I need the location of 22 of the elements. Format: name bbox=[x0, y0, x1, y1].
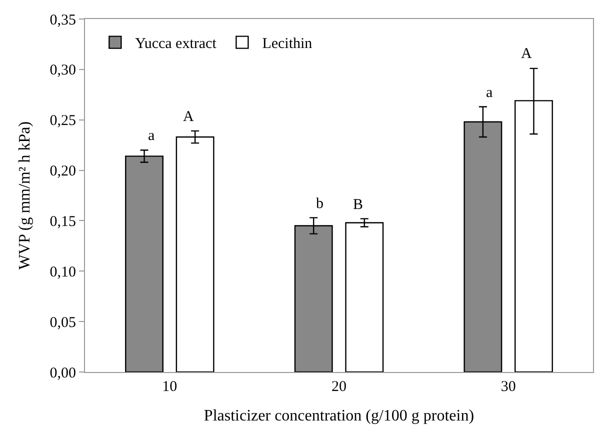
annotation: b bbox=[316, 196, 324, 212]
y-tick-label: 0,30 bbox=[50, 62, 76, 79]
y-tick-label: 0,10 bbox=[50, 264, 76, 280]
x-axis-title: Plasticizer concentration (g/100 g protein) bbox=[204, 408, 474, 425]
y-axis-title: WVP (g mm/m² h kPa) bbox=[16, 121, 34, 270]
x-tick-label: 10 bbox=[162, 379, 178, 395]
y-tick-label: 0,20 bbox=[50, 164, 76, 180]
y-tick-label: 0,05 bbox=[50, 314, 76, 331]
legend-label: Lecithin bbox=[262, 36, 313, 52]
x-tick-label: 20 bbox=[332, 379, 346, 395]
annotation: A bbox=[183, 109, 194, 125]
y-tick-label: 0,35 bbox=[50, 12, 76, 28]
y-tick-label: 0,15 bbox=[50, 214, 76, 230]
bar bbox=[345, 222, 384, 372]
annotation: a bbox=[486, 85, 493, 101]
annotation: A bbox=[521, 46, 532, 62]
annotation: B bbox=[353, 197, 364, 213]
y-tick-label: 0,25 bbox=[50, 113, 76, 130]
legend-label: Yucca extract bbox=[135, 36, 218, 52]
annotation: a bbox=[148, 128, 155, 144]
y-tick-label: 0,00 bbox=[50, 365, 76, 382]
x-tick-label: 30 bbox=[500, 379, 516, 395]
